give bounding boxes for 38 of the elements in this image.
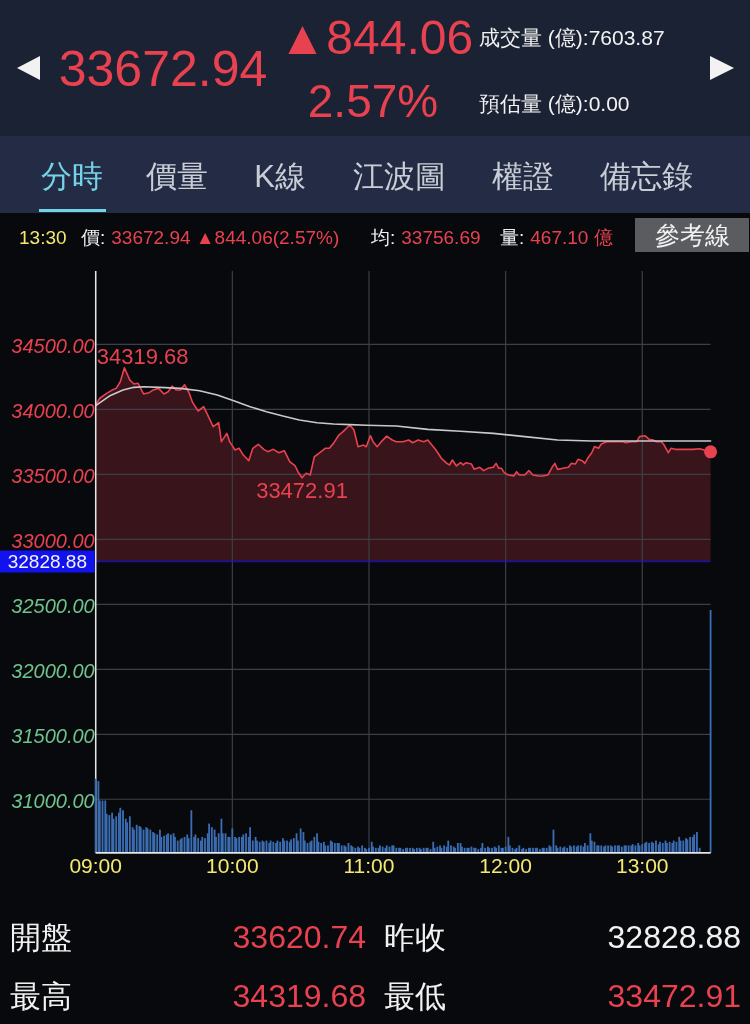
y-tick-label: 31000.00 [11, 790, 95, 813]
text: 分時 [41, 158, 103, 194]
text: 價: [81, 226, 106, 248]
text: 參考線 [654, 221, 730, 249]
text: 江波圖 [352, 158, 446, 194]
y-tick-label: 31500.00 [11, 725, 95, 748]
text: 預估量 (億):0.00 [479, 91, 630, 115]
text: 權證 [492, 158, 554, 194]
text: 2.57% [307, 75, 439, 127]
y-tick-label: 33500.00 [11, 465, 95, 488]
y-tick-label: 33000.00 [11, 530, 95, 553]
text: 價量 [146, 158, 208, 194]
text: 33672.94 [58, 41, 268, 97]
text: 13:30 [19, 226, 67, 248]
text: 均: [370, 226, 396, 248]
text: 最高 [10, 978, 72, 1014]
y-tick-label: 34500.00 [11, 335, 95, 358]
text: 量: [500, 226, 525, 248]
text: 32828.88 [607, 919, 741, 955]
text: 33472.91 [607, 978, 741, 1014]
text: 467.10 億 [530, 226, 613, 248]
text: 成交量 (億):7603.87 [479, 25, 665, 49]
text: 備忘錄 [599, 158, 693, 194]
text: 33756.69 [401, 226, 481, 248]
text: 最低 [384, 978, 446, 1014]
text: ▲844.06 [278, 10, 474, 64]
text: 昨收 [384, 919, 446, 955]
text: 開盤 [10, 919, 72, 955]
y-tick-label: 32500.00 [11, 595, 95, 618]
text: 34319.68 [232, 978, 366, 1014]
annotation: 33472.91 [256, 478, 348, 504]
text: K線 [254, 158, 306, 194]
text: 33620.74 [232, 919, 366, 955]
y-tick-label: 34000.00 [11, 400, 95, 423]
annotation: 34319.68 [96, 344, 189, 370]
text: 33672.94 ▲844.06(2.57%) [111, 226, 340, 248]
ref-line-label: 32828.88 [7, 551, 87, 573]
y-tick-label: 32000.00 [11, 660, 95, 683]
